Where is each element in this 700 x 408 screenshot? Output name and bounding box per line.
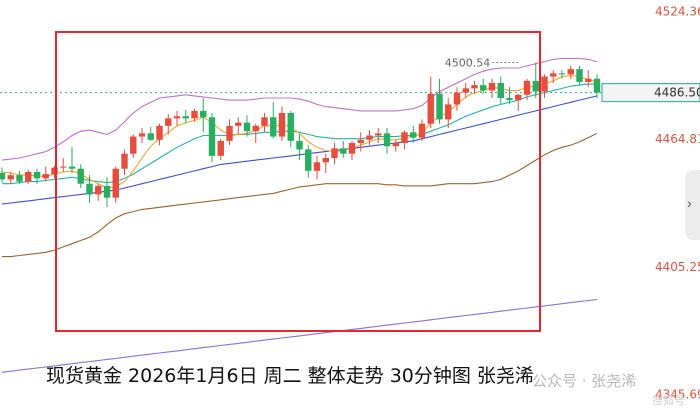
candle-body (261, 117, 268, 126)
candle-body (68, 166, 76, 169)
price-axis-label: 4345.69 (655, 387, 700, 401)
candle-body (471, 85, 478, 89)
candle-body (182, 116, 189, 119)
candle-body (331, 148, 338, 158)
candle-body (138, 133, 146, 137)
current-price-tag-border (601, 83, 700, 103)
candle-body (51, 167, 58, 175)
candle-body (0, 173, 6, 180)
candle-body (541, 76, 548, 92)
candle-body (436, 93, 443, 120)
watermark-text: 公众号 · 张尧浠 (532, 372, 637, 390)
candle-body (550, 73, 557, 77)
candle-body (340, 148, 347, 154)
candle-body (252, 125, 259, 132)
chart-scroll-handle[interactable]: › (685, 170, 700, 240)
candle-body (278, 113, 286, 137)
candle-body (401, 132, 408, 143)
candle-body (7, 175, 14, 180)
bollinger-lower-line (2, 132, 598, 258)
current-price-label: 4486.50 (654, 86, 700, 100)
candle-body (375, 133, 382, 136)
candle-body (427, 93, 434, 124)
candle-body (322, 158, 329, 163)
bollinger-upper-line (1, 57, 598, 161)
candle-body (497, 83, 504, 98)
long-ma-line (1, 298, 598, 373)
candle-body (217, 140, 224, 156)
candle-body (445, 104, 452, 120)
candle-body (453, 92, 461, 105)
candle-body (410, 132, 417, 138)
candle-body (200, 110, 207, 118)
candle-body (77, 168, 84, 184)
candle-body (305, 149, 312, 171)
candle-body (95, 185, 102, 195)
candle-body (532, 80, 539, 92)
candle-body (567, 69, 574, 75)
candle-body (418, 123, 426, 138)
candle-body (558, 73, 566, 75)
candle-body (313, 162, 321, 171)
candle-body (366, 135, 373, 140)
candle-body (523, 80, 531, 95)
candle-body (156, 125, 163, 140)
candle-body (480, 85, 487, 91)
candle-body (392, 143, 399, 147)
candle-body (348, 143, 356, 154)
candle-body (16, 175, 23, 182)
candle-body (33, 171, 41, 179)
candle-body (121, 153, 128, 169)
candle-body (42, 174, 49, 179)
candle-body (60, 166, 67, 168)
current-price-tag (602, 83, 700, 102)
candle-body (357, 139, 364, 143)
max-price-label: 4500.54 (445, 57, 491, 70)
candle-body (130, 136, 137, 154)
chevron-right-icon: › (687, 195, 692, 211)
candle-body (506, 98, 513, 101)
candle-body (208, 117, 216, 156)
candle-body (383, 133, 391, 147)
candle-body (593, 78, 601, 93)
candle-body (165, 118, 172, 126)
candle-body (488, 83, 496, 91)
price-axis-label: 4464.81 (655, 132, 700, 146)
highlight-box (55, 31, 541, 332)
candle-body (243, 122, 251, 132)
candle-body (287, 113, 294, 141)
price-axis-label: 4405.25 (655, 260, 700, 274)
candle-body (585, 78, 592, 82)
price-axis-label: 4524.36 (655, 5, 700, 19)
candle-body (173, 116, 181, 119)
candle-body (103, 185, 111, 198)
candle-body (462, 88, 469, 93)
candle-body (235, 122, 242, 126)
candle-body (296, 140, 303, 150)
candle-body (191, 110, 198, 119)
candle-body (270, 117, 277, 137)
candle-body (576, 69, 583, 82)
candle-body (147, 133, 154, 140)
candle-body (226, 125, 233, 141)
candle-body (515, 94, 522, 101)
candle-body (25, 171, 32, 182)
chart-caption: 现货黄金 2026年1月6日 周二 整体走势 30分钟图 张尧浠 (46, 365, 534, 387)
watermark-small-text: 搜狐号 (652, 394, 685, 407)
candle-body (86, 183, 93, 195)
ma-slow-line (2, 83, 597, 185)
candle-body (112, 168, 119, 198)
